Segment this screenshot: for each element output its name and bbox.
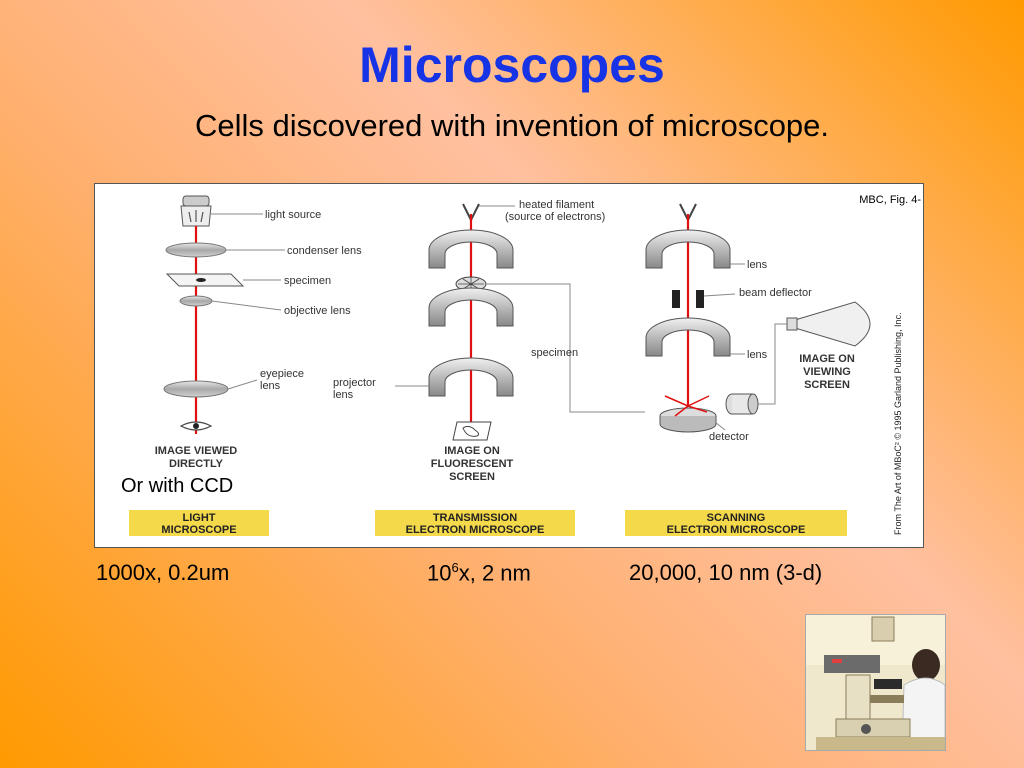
tem-objective-magnet — [428, 287, 514, 327]
banner-light-2: MICROSCOPE — [161, 524, 236, 536]
light-microscope-banner — [129, 510, 269, 536]
label-light-source: light source — [265, 209, 321, 221]
slide-subtitle: Cells discovered with invention of micro… — [194, 108, 830, 143]
viewing-screen-icon — [786, 301, 871, 347]
label-eyepiece-2: lens — [260, 380, 281, 392]
label-screen-2: VIEWING — [803, 366, 851, 378]
fluorescent-screen-icon — [452, 421, 492, 441]
label-beam-deflector: beam deflector — [739, 287, 812, 299]
tem-spec-rest: x, 2 nm — [458, 560, 531, 586]
light-source-icon — [180, 195, 212, 227]
sem-top-lens-magnet — [645, 229, 731, 269]
ccd-note: Or with CCD — [121, 475, 234, 497]
label-projector-2: lens — [333, 389, 354, 401]
label-image-on-2: FLUORESCENT — [431, 458, 514, 470]
tem-spec-base: 10 — [427, 560, 452, 586]
microscope-photo-image — [806, 615, 945, 750]
label-image-on-1: IMAGE ON — [444, 445, 500, 457]
label-objective-lens: objective lens — [284, 305, 351, 317]
slide-title: Microscopes — [359, 37, 665, 93]
transmission-em: heated filament (source of electrons) sp… — [333, 199, 645, 536]
label-projector-1: projector — [333, 377, 376, 389]
microscope-diagram: light source condenser lens specimen obj… — [94, 183, 924, 548]
label-sem-lens-bottom: lens — [747, 349, 768, 361]
microscope-photo — [805, 614, 946, 751]
label-filament-1: heated filament — [519, 199, 594, 211]
banner-sem-2: ELECTRON MICROSCOPE — [667, 524, 806, 536]
label-image-viewed-2: DIRECTLY — [169, 458, 224, 470]
label-detector: detector — [709, 431, 749, 443]
tem-banner — [375, 510, 575, 536]
sem-specimen-stage — [659, 395, 717, 433]
scanning-em: lens beam deflector lens detector IMAGE … — [625, 203, 871, 536]
label-sem-lens-top: lens — [747, 259, 768, 271]
label-screen-1: IMAGE ON — [799, 353, 855, 365]
objective-lens-shape — [179, 295, 213, 307]
beam-deflector-plates — [672, 290, 704, 308]
detector-icon — [725, 393, 759, 415]
label-screen-3: SCREEN — [804, 379, 850, 391]
sem-spec: 20,000, 10 nm (3-d) — [629, 560, 823, 585]
light-microscope: light source condenser lens specimen obj… — [129, 195, 362, 536]
tem-projector-magnet — [428, 357, 514, 397]
banner-tem-1: TRANSMISSION — [433, 512, 517, 524]
light-microscope-spec: 1000x, 0.2um — [96, 560, 230, 585]
label-specimen-tem: specimen — [531, 347, 578, 359]
tem-condenser-magnet — [428, 229, 514, 269]
condenser-lens-shape — [165, 242, 227, 258]
label-filament-2: (source of electrons) — [505, 211, 605, 223]
label-eyepiece-1: eyepiece — [260, 368, 304, 380]
banner-light-1: LIGHT — [183, 512, 216, 524]
label-image-on-3: SCREEN — [449, 471, 495, 483]
banner-sem-1: SCANNING — [707, 512, 766, 524]
banner-tem-2: ELECTRON MICROSCOPE — [406, 524, 545, 536]
figure-reference: MBC, Fig. 4- — [859, 194, 921, 206]
label-image-viewed-1: IMAGE VIEWED — [155, 445, 238, 457]
diagram-figure: light source condenser lens specimen obj… — [129, 195, 871, 536]
eye-icon — [179, 421, 213, 431]
label-condenser-lens: condenser lens — [287, 245, 362, 257]
label-specimen-light: specimen — [284, 275, 331, 287]
eyepiece-lens-shape — [163, 380, 229, 398]
sem-banner — [625, 510, 847, 536]
figure-credit: From The Art of MBoC² © 1995 Garland Pub… — [893, 312, 903, 535]
tem-specimen-grid — [455, 276, 487, 292]
sem-bottom-lens-magnet — [645, 317, 731, 357]
tem-spec-exponent: 6 — [451, 560, 459, 575]
tem-spec: 106x, 2 nm — [427, 560, 531, 586]
